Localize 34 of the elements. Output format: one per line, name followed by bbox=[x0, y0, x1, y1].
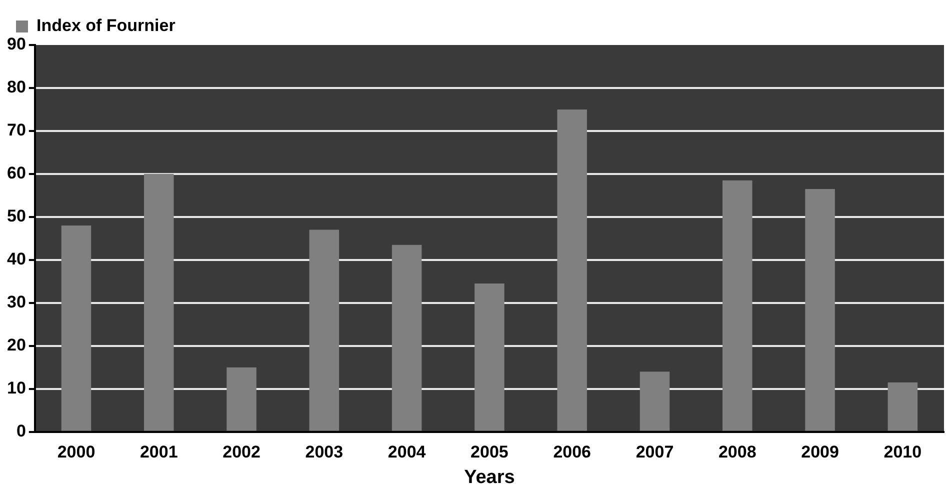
bar bbox=[722, 180, 752, 431]
x-tick-label: 2000 bbox=[57, 442, 96, 462]
x-tick-label: 2008 bbox=[718, 442, 756, 462]
bar bbox=[888, 382, 918, 431]
bar bbox=[61, 226, 92, 431]
x-tick-label: 2009 bbox=[801, 442, 839, 462]
y-tick-label: 90 bbox=[6, 34, 26, 54]
y-tick-label: 40 bbox=[6, 250, 26, 269]
x-tick-label: 2005 bbox=[470, 442, 508, 462]
x-axis-title: Years bbox=[464, 466, 515, 488]
bar bbox=[309, 230, 340, 431]
y-tick-label: 10 bbox=[6, 378, 26, 398]
y-tick-label: 60 bbox=[6, 164, 26, 183]
x-tick-label: 2010 bbox=[884, 442, 922, 462]
x-tick-label: 2004 bbox=[388, 442, 426, 462]
x-tick-label: 2006 bbox=[553, 442, 592, 462]
y-tick-label: 20 bbox=[6, 336, 26, 355]
bar bbox=[640, 372, 670, 431]
bar bbox=[474, 284, 504, 431]
bar bbox=[805, 188, 835, 431]
x-tick-label: 2007 bbox=[636, 442, 674, 462]
bar bbox=[392, 244, 422, 431]
x-tick-label: 2002 bbox=[222, 442, 260, 462]
bar bbox=[226, 367, 256, 431]
y-tick-label: 30 bbox=[6, 292, 26, 312]
y-tick-label: 0 bbox=[16, 421, 26, 440]
bar bbox=[557, 109, 587, 431]
y-tick-label: 80 bbox=[6, 78, 26, 97]
y-tick-label: 70 bbox=[6, 120, 26, 140]
bar bbox=[144, 174, 174, 431]
x-tick-label: 2001 bbox=[140, 442, 178, 462]
legend-label: Index of Fournier bbox=[36, 16, 176, 36]
x-tick-label: 2003 bbox=[305, 442, 344, 462]
y-tick-label: 50 bbox=[6, 206, 26, 226]
